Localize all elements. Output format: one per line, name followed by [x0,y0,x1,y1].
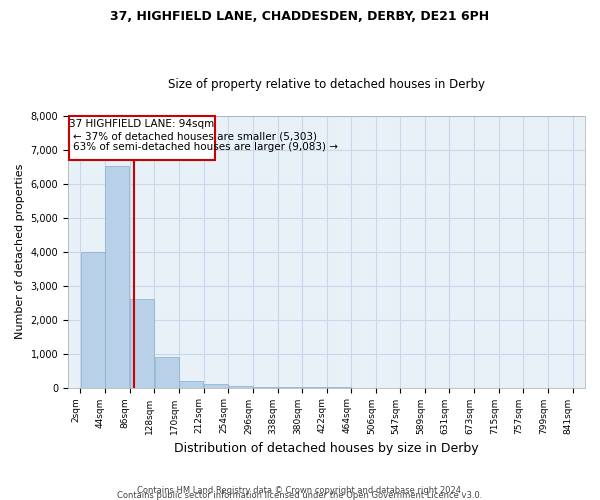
Text: Contains HM Land Registry data © Crown copyright and database right 2024.: Contains HM Land Registry data © Crown c… [137,486,463,495]
Bar [204,384,228,388]
X-axis label: Distribution of detached houses by size in Derby: Distribution of detached houses by size … [174,442,479,455]
Bar [105,166,130,388]
Title: Size of property relative to detached houses in Derby: Size of property relative to detached ho… [168,78,485,91]
Text: 63% of semi-detached houses are larger (9,083) →: 63% of semi-detached houses are larger (… [73,142,338,152]
Text: 37 HIGHFIELD LANE: 94sqm: 37 HIGHFIELD LANE: 94sqm [70,119,215,129]
Bar [253,386,277,388]
Bar [179,381,203,388]
Text: ← 37% of detached houses are smaller (5,303): ← 37% of detached houses are smaller (5,… [73,131,317,141]
Bar [130,299,154,388]
Bar [155,357,179,388]
Bar [229,386,253,388]
Y-axis label: Number of detached properties: Number of detached properties [15,164,25,340]
FancyBboxPatch shape [68,116,215,160]
Text: Contains public sector information licensed under the Open Government Licence v3: Contains public sector information licen… [118,490,482,500]
Text: 37, HIGHFIELD LANE, CHADDESDEN, DERBY, DE21 6PH: 37, HIGHFIELD LANE, CHADDESDEN, DERBY, D… [110,10,490,23]
Bar [80,252,105,388]
